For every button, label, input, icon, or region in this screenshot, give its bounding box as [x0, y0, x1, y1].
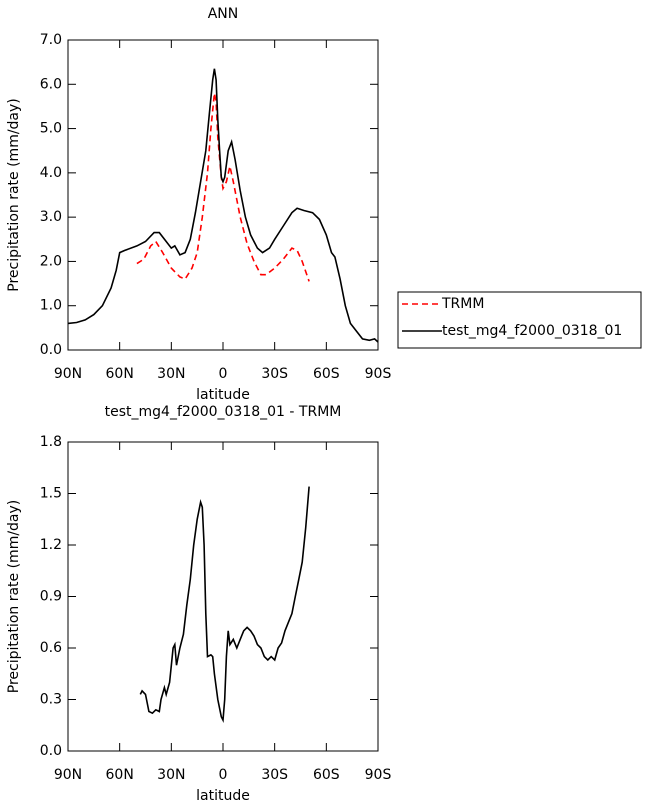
- plot-frame: [67, 441, 379, 752]
- y-tick-label: 7.0: [40, 32, 62, 48]
- y-tick-label: 1.8: [40, 434, 62, 450]
- x-tick-label: 60S: [313, 767, 340, 783]
- legend-box: [397, 291, 642, 349]
- y-tick-label: 4.0: [40, 165, 62, 181]
- y-axis-label: Precipitation rate (mm/day): [6, 500, 22, 694]
- y-tick-label: 6.0: [40, 76, 62, 92]
- y-tick-label: 0.0: [40, 743, 62, 759]
- x-tick-label: 0: [219, 366, 228, 382]
- y-tick-label: 3.0: [40, 209, 62, 225]
- legend-label: test_mg4_f2000_0318_01: [442, 323, 622, 339]
- plot-frame: [67, 39, 379, 351]
- data-line: [136, 92, 310, 282]
- data-line: [67, 68, 379, 343]
- y-tick-label: 2.0: [40, 253, 62, 269]
- y-tick-label: 0.9: [40, 589, 62, 605]
- y-tick-label: 1.2: [40, 537, 62, 553]
- x-tick-label: 90N: [54, 366, 82, 382]
- x-tick-label: 90N: [54, 767, 82, 783]
- y-tick-label: 1.0: [40, 298, 62, 314]
- chart-title: ANN: [208, 6, 239, 22]
- x-tick-label: 60S: [313, 366, 340, 382]
- x-tick-label: 30S: [261, 767, 288, 783]
- chart-title: test_mg4_f2000_0318_01 - TRMM: [105, 404, 342, 420]
- x-tick-label: 30S: [261, 366, 288, 382]
- y-tick-label: 5.0: [40, 121, 62, 137]
- y-tick-label: 0.6: [40, 640, 62, 656]
- x-tick-label: 0: [219, 767, 228, 783]
- legend-label: TRMM: [441, 296, 484, 312]
- x-tick-label: 90S: [365, 366, 392, 382]
- x-tick-label: 30N: [157, 366, 185, 382]
- y-tick-label: 1.5: [40, 486, 62, 502]
- x-axis-label: latitude: [196, 387, 250, 403]
- y-tick-label: 0.0: [40, 342, 62, 358]
- y-axis-label: Precipitation rate (mm/day): [6, 98, 22, 292]
- x-tick-label: 60N: [106, 366, 134, 382]
- data-line: [139, 486, 310, 724]
- x-tick-label: 30N: [157, 767, 185, 783]
- x-tick-label: 90S: [365, 767, 392, 783]
- x-axis-label: latitude: [196, 788, 250, 804]
- y-tick-label: 0.3: [40, 692, 62, 708]
- x-tick-label: 60N: [106, 767, 134, 783]
